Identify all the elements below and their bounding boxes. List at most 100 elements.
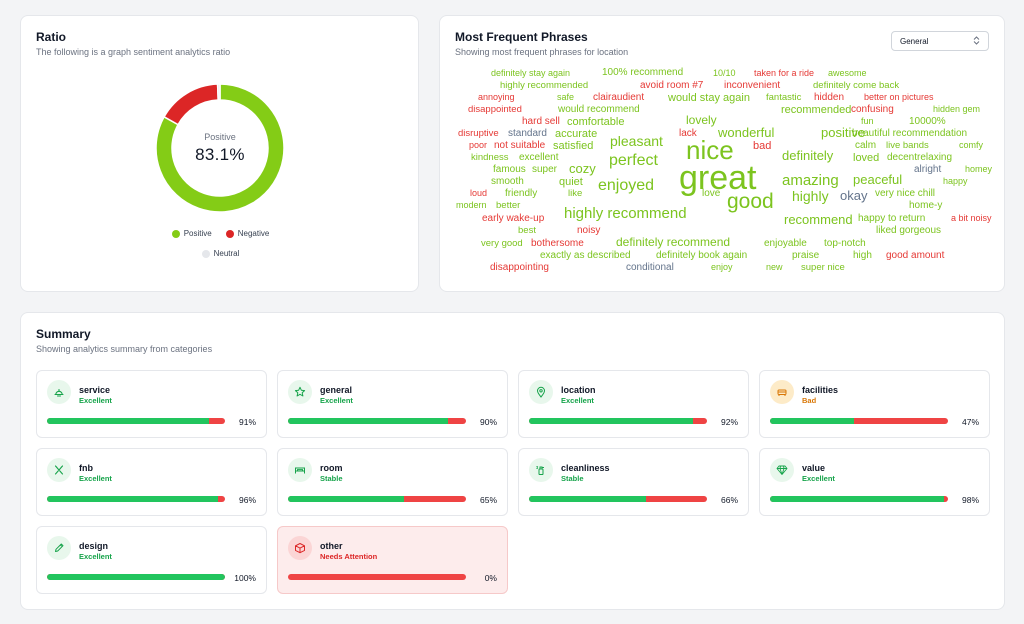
phrase-new[interactable]: new	[766, 262, 783, 272]
phrase-live-bands[interactable]: live bands	[886, 140, 929, 151]
phrase-famous[interactable]: famous	[493, 164, 526, 175]
phrase-fantastic[interactable]: fantastic	[766, 92, 802, 103]
phrase-would-stay-again[interactable]: would stay again	[668, 92, 750, 104]
phrase-very-good[interactable]: very good	[481, 238, 523, 249]
category-card-other[interactable]: other Needs Attention 0%	[277, 526, 508, 594]
phrase-like[interactable]: like	[568, 188, 583, 199]
donut-slice-positive[interactable]	[155, 83, 285, 213]
phrase-excellent[interactable]: excellent	[519, 152, 559, 163]
category-card-facilities[interactable]: facilities Bad 47%	[759, 370, 990, 438]
phrase-annoying[interactable]: annoying	[478, 92, 515, 102]
phrase-best[interactable]: best	[518, 225, 536, 236]
phrase-happy-to-return[interactable]: happy to return	[858, 213, 926, 224]
phrase-very-nice-chill[interactable]: very nice chill	[875, 188, 936, 199]
phrase-confusing[interactable]: confusing	[851, 104, 894, 115]
phrase-top-notch[interactable]: top-notch	[824, 238, 866, 249]
phrase-okay[interactable]: okay	[840, 188, 868, 203]
phrase-definitely-book-again[interactable]: definitely book again	[656, 250, 748, 261]
phrase-disruptive[interactable]: disruptive	[458, 128, 499, 139]
phrase-hard-sell[interactable]: hard sell	[522, 116, 560, 127]
phrase-inconvenient[interactable]: inconvenient	[724, 80, 781, 91]
phrase-bothersome[interactable]: bothersome	[531, 238, 584, 249]
phrase-lovely[interactable]: lovely	[686, 113, 717, 127]
phrase-100-recommend[interactable]: 100% recommend	[602, 67, 684, 78]
phrase-recommended[interactable]: recommended	[781, 104, 852, 116]
phrase-10000[interactable]: 10000%	[909, 116, 946, 127]
phrase-lack[interactable]: lack	[679, 128, 697, 139]
phrase-bad[interactable]: bad	[753, 140, 772, 152]
phrase-loved[interactable]: loved	[853, 152, 880, 164]
category-card-room[interactable]: room Stable 65%	[277, 448, 508, 516]
phrase-praise[interactable]: praise	[792, 250, 820, 261]
phrase-peaceful[interactable]: peaceful	[853, 172, 903, 187]
phrase-better[interactable]: better	[496, 200, 521, 211]
phrase-pleasant[interactable]: pleasant	[610, 133, 663, 149]
category-card-location[interactable]: location Excellent 92%	[518, 370, 749, 438]
phrase-good-amount[interactable]: good amount	[886, 250, 945, 261]
phrase-perfect[interactable]: perfect	[609, 152, 658, 169]
phrase-hidden[interactable]: hidden	[814, 92, 845, 103]
phrase-nice[interactable]: nice	[686, 135, 734, 165]
phrase-beautiful-recommendation[interactable]: beautiful recommendation	[852, 128, 968, 139]
phrase-clairaudient[interactable]: clairaudient	[593, 92, 645, 103]
category-card-cleanliness[interactable]: cleanliness Stable 66%	[518, 448, 749, 516]
phrase-home-y[interactable]: home-y	[909, 200, 943, 211]
phrase-highly-recommend[interactable]: highly recommend	[564, 205, 687, 222]
phrase-wonderful[interactable]: wonderful	[718, 125, 775, 140]
phrase-amazing[interactable]: amazing	[782, 172, 839, 189]
phrase-loud[interactable]: loud	[470, 188, 488, 198]
phrase-recommend[interactable]: recommend	[784, 212, 853, 227]
phrase-quiet[interactable]: quiet	[559, 176, 583, 188]
phrase-would-recommend[interactable]: would recommend	[558, 104, 640, 115]
phrase-highly[interactable]: highly	[792, 188, 829, 204]
phrase-modern[interactable]: modern	[456, 200, 487, 210]
phrase-satisfied[interactable]: satisfied	[553, 140, 594, 152]
category-card-service[interactable]: service Excellent 91%	[36, 370, 267, 438]
phrase-a-bit-noisy[interactable]: a bit noisy	[951, 213, 992, 223]
legend-item-positive[interactable]: Positive	[171, 229, 212, 238]
phrase-enjoy[interactable]: enjoy	[711, 262, 733, 272]
phrase-exactly-as-described[interactable]: exactly as described	[540, 250, 631, 261]
phrase-definitely-recommend[interactable]: definitely recommend	[616, 235, 731, 249]
phrase-standard[interactable]: standard	[508, 128, 547, 139]
phrase-great[interactable]: great	[679, 159, 757, 197]
category-card-fnb[interactable]: fnb Excellent 96%	[36, 448, 267, 516]
sentiment-donut-chart[interactable]: Positive 83.1%	[155, 83, 285, 213]
category-card-general[interactable]: general Excellent 90%	[277, 370, 508, 438]
category-card-design[interactable]: design Excellent 100%	[36, 526, 267, 594]
phrase-early-wake-up[interactable]: early wake-up	[482, 213, 545, 224]
phrase-conditional[interactable]: conditional	[626, 262, 674, 273]
phrase-homey[interactable]: homey	[965, 164, 992, 174]
phrase-taken-for-a-ride[interactable]: taken for a ride	[754, 68, 815, 78]
phrase-definitely-come-back[interactable]: definitely come back	[813, 80, 900, 91]
category-select[interactable]: General	[891, 31, 989, 51]
phrase-safe[interactable]: safe	[557, 92, 575, 102]
phrase-enjoyed[interactable]: enjoyed	[598, 177, 655, 194]
phrase-comfy[interactable]: comfy	[959, 140, 984, 150]
phrase-10-10[interactable]: 10/10	[713, 68, 736, 78]
phrase-highly-recommended[interactable]: highly recommended	[500, 80, 589, 91]
phrase-comfortable[interactable]: comfortable	[567, 116, 625, 128]
phrase-positive[interactable]: positive	[821, 125, 866, 140]
legend-item-neutral[interactable]: Neutral	[201, 249, 239, 258]
phrase-not-suitable[interactable]: not suitable	[494, 140, 546, 151]
donut-slice-neutral[interactable]	[216, 83, 221, 101]
phrase-definitely[interactable]: definitely	[782, 148, 834, 163]
phrase-fun[interactable]: fun	[861, 116, 874, 126]
phrase-definitely-stay-again[interactable]: definitely stay again	[491, 68, 571, 78]
phrase-love[interactable]: love	[702, 188, 721, 199]
phrase-good[interactable]: good	[727, 190, 774, 213]
phrase-friendly[interactable]: friendly	[505, 188, 538, 199]
phrase-super[interactable]: super	[532, 164, 558, 175]
phrase-awesome[interactable]: awesome	[828, 68, 867, 78]
legend-item-negative[interactable]: Negative	[225, 229, 269, 238]
category-card-value[interactable]: value Excellent 98%	[759, 448, 990, 516]
phrase-noisy[interactable]: noisy	[577, 225, 601, 236]
phrase-enjoyable[interactable]: enjoyable	[764, 238, 807, 249]
phrase-high[interactable]: high	[853, 250, 872, 261]
phrase-calm[interactable]: calm	[855, 140, 877, 151]
phrase-poor[interactable]: poor	[469, 140, 488, 150]
phrase-hidden-gem[interactable]: hidden gem	[933, 104, 981, 114]
phrase-better-on-pictures[interactable]: better on pictures	[864, 92, 934, 102]
phrase-alright[interactable]: alright	[914, 164, 942, 175]
